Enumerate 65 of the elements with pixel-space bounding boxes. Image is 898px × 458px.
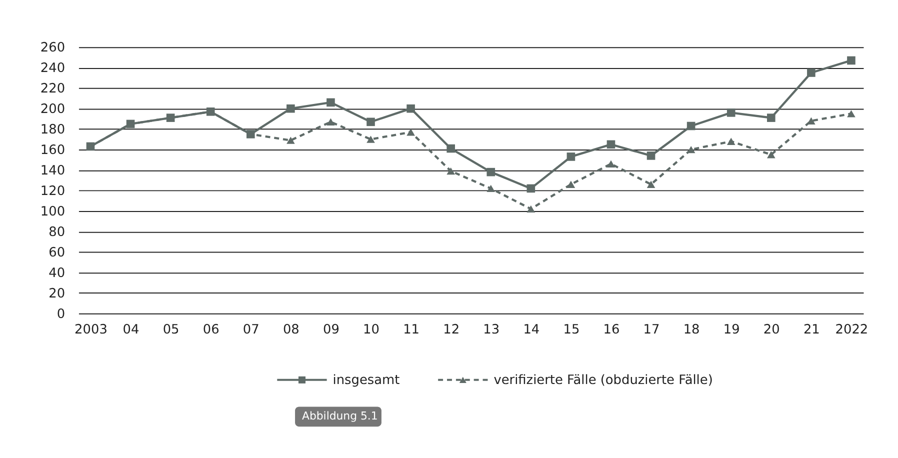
point: [606, 160, 616, 168]
point: [486, 184, 496, 192]
point: [847, 110, 856, 118]
legend-label: verifizierte Fälle (obduzierte Fälle): [494, 372, 713, 388]
point: [807, 68, 816, 77]
point: [526, 184, 536, 193]
y-tick-label: 0: [56, 306, 66, 322]
point: [726, 108, 736, 117]
x-tick-label: 09: [322, 322, 340, 338]
point: [446, 144, 455, 153]
x-tick-label: 11: [403, 322, 420, 338]
x-tick-label: 15: [563, 322, 580, 338]
point: [286, 104, 295, 113]
y-tick-label: 100: [40, 204, 66, 220]
point: [486, 168, 496, 176]
y-tick-label: 80: [48, 224, 66, 240]
x-tick-label: 21: [803, 322, 820, 338]
x-tick-label: 20: [763, 322, 780, 338]
x-tick-label: 12: [443, 322, 460, 338]
point: [766, 114, 776, 122]
point: [766, 151, 776, 158]
y-tick-label: 60: [48, 245, 66, 260]
y-tick-label: 260: [40, 40, 66, 56]
point: [406, 104, 415, 113]
x-tick-label: 16: [603, 322, 620, 338]
point: [526, 205, 536, 213]
y-tick-label: 40: [48, 266, 66, 281]
x-tick-label: 10: [363, 322, 380, 338]
x-tick-label: 04: [122, 322, 140, 338]
x-tick-label: 2022: [835, 322, 868, 338]
x-tick-label: 13: [483, 322, 500, 338]
x-tick-label: 08: [282, 322, 300, 338]
point: [646, 180, 656, 188]
legend-label: insgesamt: [332, 372, 400, 388]
point: [286, 136, 295, 144]
x-tick-label: 17: [643, 322, 660, 338]
x-tick-label: 05: [162, 322, 180, 338]
x-tick-label: 14: [523, 322, 540, 338]
x-tick-label: 2003: [74, 322, 108, 338]
text: Abbildung 5.1: [302, 410, 378, 423]
point: [566, 152, 576, 161]
y-tick-label: 140: [40, 163, 66, 178]
point: [726, 138, 736, 145]
x-tick-label: 06: [202, 322, 220, 338]
x-tick-label: 18: [683, 322, 700, 338]
x-tick-label: 19: [723, 322, 740, 338]
point: [686, 122, 696, 130]
x-tick-label: 07: [242, 322, 260, 338]
point: [406, 128, 415, 136]
point: [446, 167, 455, 175]
point: [606, 140, 616, 149]
y-tick-label: 160: [40, 143, 66, 158]
point: [326, 98, 335, 107]
point: [566, 180, 576, 188]
y-tick-label: 120: [40, 184, 66, 199]
y-tick-label: 180: [40, 122, 66, 138]
point: [366, 118, 375, 126]
y-tick-label: 20: [48, 286, 66, 302]
point: [326, 118, 335, 126]
y-tick-label: 220: [40, 82, 66, 97]
point: [366, 136, 375, 143]
y-tick-label: 200: [40, 102, 66, 118]
point: [646, 152, 656, 160]
point: [847, 56, 856, 65]
y-tick-label: 240: [40, 61, 66, 76]
